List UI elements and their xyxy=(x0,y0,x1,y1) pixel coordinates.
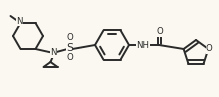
Text: O: O xyxy=(157,28,163,36)
Text: NH: NH xyxy=(136,41,150,49)
Text: O: O xyxy=(66,33,73,42)
Text: N: N xyxy=(50,48,57,58)
Text: S: S xyxy=(66,43,73,53)
Text: N: N xyxy=(16,16,23,26)
Text: O: O xyxy=(66,53,73,62)
Text: O: O xyxy=(206,45,213,53)
